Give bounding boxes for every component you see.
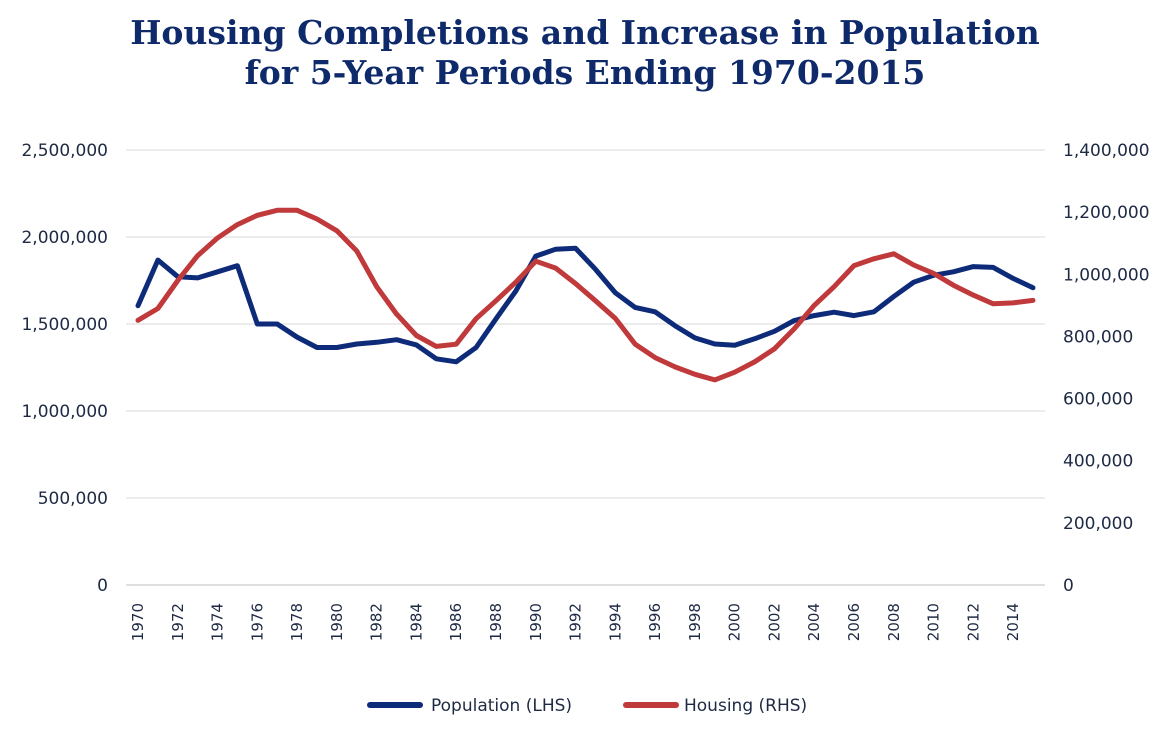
right-axis-tick-label: 0 xyxy=(1063,576,1074,596)
left-axis-ticks: 0 500,000 1,000,000 1,500,000 2,000,000 2,500… xyxy=(21,141,108,596)
chart-title: Housing Completions and Increase in Popu… xyxy=(130,13,1040,52)
x-axis-tick-label: 1972 xyxy=(169,603,187,641)
x-axis-ticks: 1970 1972 1974 1976 1978 1980 1982 1984 1986 1988… xyxy=(129,603,1022,641)
x-axis-tick-label: 2012 xyxy=(964,603,982,641)
right-axis-tick-label: 400,000 xyxy=(1063,452,1133,472)
left-axis-tick-label: 2,000,000 xyxy=(21,228,108,248)
x-axis-tick-label: 1978 xyxy=(288,603,306,641)
x-axis-tick-label: 1986 xyxy=(447,603,465,641)
right-axis-tick-label: 600,000 xyxy=(1063,390,1133,410)
series-line-housing xyxy=(135,207,1036,383)
x-axis-tick-label: 2010 xyxy=(925,603,943,641)
x-axis-tick-label: 2006 xyxy=(845,603,863,641)
x-axis-tick-label: 1996 xyxy=(646,603,664,641)
x-axis-tick-label: 1992 xyxy=(567,603,585,641)
x-axis-tick-label: 2004 xyxy=(805,603,823,641)
x-axis-tick-label: 1980 xyxy=(328,603,346,641)
series-line-population xyxy=(135,245,1036,365)
x-axis-tick-label: 2008 xyxy=(885,603,903,641)
left-axis-tick-label: 0 xyxy=(97,576,108,596)
left-axis-tick-label: 1,500,000 xyxy=(21,315,108,335)
x-axis-tick-label: 1990 xyxy=(527,603,545,641)
x-axis-tick-label: 1984 xyxy=(407,603,425,641)
x-axis-tick-label: 1976 xyxy=(248,603,266,641)
x-axis-tick-label: 1994 xyxy=(606,603,624,641)
x-axis-tick-label: 1974 xyxy=(209,603,227,641)
x-axis-tick-label: 1988 xyxy=(487,603,505,641)
legend-label-housing: Housing (RHS) xyxy=(684,696,807,716)
chart-subtitle: for 5-Year Periods Ending 1970-2015 xyxy=(245,53,926,92)
legend-label-population: Population (LHS) xyxy=(431,696,572,716)
x-axis-tick-label: 2000 xyxy=(726,603,744,641)
right-axis-tick-label: 1,200,000 xyxy=(1063,203,1150,223)
legend: Population (LHS) Housing (RHS) xyxy=(367,696,807,716)
x-axis-tick-label: 2002 xyxy=(765,603,783,641)
x-axis-tick-label: 1998 xyxy=(686,603,704,641)
x-axis-tick-label: 2014 xyxy=(1004,603,1022,641)
right-axis-tick-label: 1,400,000 xyxy=(1063,141,1150,161)
right-axis-tick-label: 200,000 xyxy=(1063,514,1133,534)
right-axis-ticks: 0 200,000 400,000 600,000 800,000 1,000,000 1,… xyxy=(1063,141,1150,596)
x-axis-tick-label: 1982 xyxy=(368,603,386,641)
series-lines xyxy=(135,207,1036,383)
x-axis-tick-label: 1970 xyxy=(129,603,147,641)
right-axis-tick-label: 800,000 xyxy=(1063,327,1133,347)
left-axis-tick-label: 2,500,000 xyxy=(21,141,108,161)
right-axis-tick-label: 1,000,000 xyxy=(1063,265,1150,285)
left-axis-tick-label: 500,000 xyxy=(38,489,108,509)
left-axis-tick-label: 1,000,000 xyxy=(21,402,108,422)
